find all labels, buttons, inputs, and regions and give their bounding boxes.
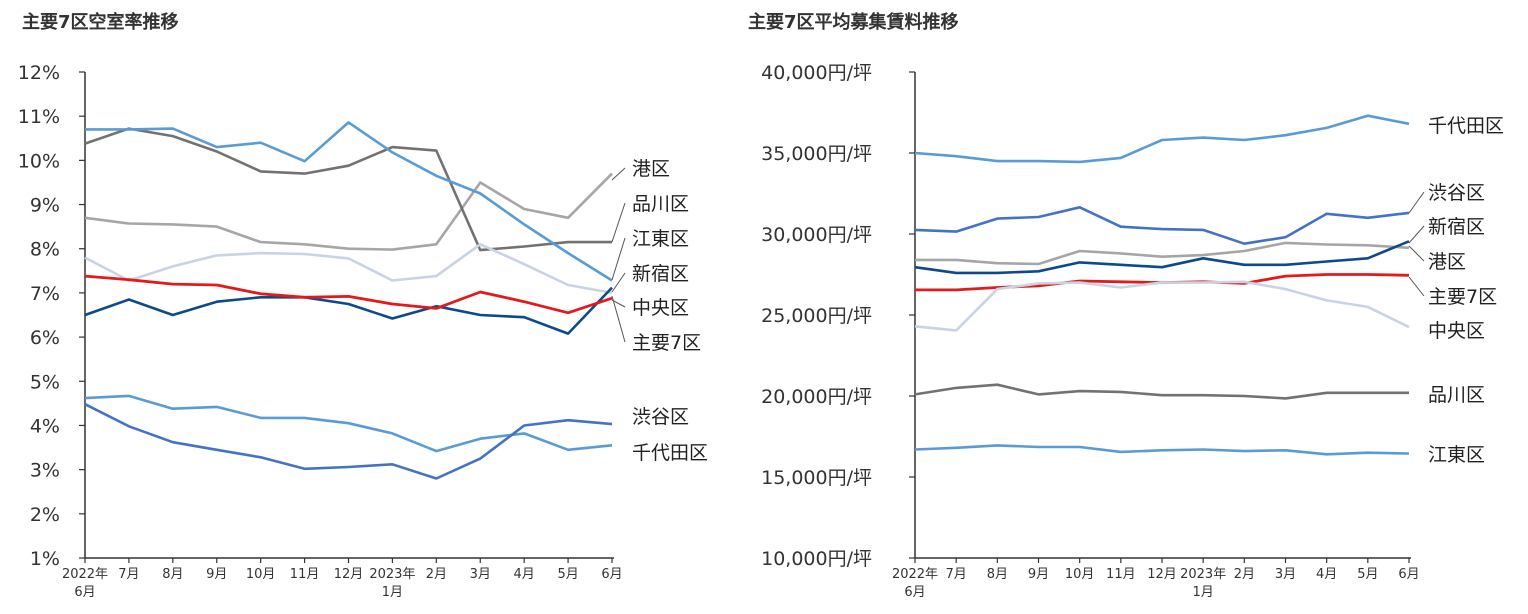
vacancy-y-tick-label: 4% <box>30 415 60 437</box>
rent-leader-line <box>1408 191 1425 214</box>
vacancy-y-tick-label: 6% <box>30 327 60 349</box>
vacancy-x-tick-label: 8月 <box>162 567 183 582</box>
rent-x-tick-label: 9月 <box>1028 567 1049 582</box>
rent-series-line-7 <box>914 444 1410 456</box>
rent-series-label: 千代田区 <box>1428 115 1504 137</box>
rent-series-line-5 <box>914 280 1410 332</box>
vacancy-y-tick-label: 12% <box>18 62 60 84</box>
rent-x-tick-label-line2: 6月 <box>904 585 925 600</box>
rent-y-tick-label: 30,000円/坪 <box>761 224 872 246</box>
vacancy-x-tick-label: 11月 <box>290 567 320 582</box>
vacancy-series-line-4 <box>84 286 613 335</box>
vacancy-x-tick-label: 2023年 <box>369 567 415 582</box>
rent-leader-line <box>1408 225 1425 244</box>
rent-leader-line <box>1408 245 1425 262</box>
rent-y-tick-label: 20,000円/坪 <box>761 386 872 408</box>
rent-x-tick-label: 4月 <box>1316 567 1337 582</box>
rent-series-label: 江東区 <box>1428 444 1485 466</box>
rent-leader-line <box>1408 276 1425 297</box>
rent-x-tick-label-line2: 1月 <box>1193 585 1214 600</box>
vacancy-x-tick-label: 4月 <box>514 567 535 582</box>
rent-series-label: 中央区 <box>1428 320 1485 342</box>
vacancy-y-tick-label: 2% <box>30 504 60 526</box>
rent-x-tick-label: 5月 <box>1357 567 1378 582</box>
rent-series-line-2 <box>915 241 1410 266</box>
vacancy-y-tick-label: 9% <box>30 195 60 217</box>
vacancy-series-line-2 <box>85 121 613 282</box>
vacancy-chart-title: 主要7区空室率推移 <box>22 12 179 33</box>
vacancy-series-line-1 <box>84 127 612 252</box>
vacancy-y-tick-label: 11% <box>18 106 60 128</box>
vacancy-x-tick-label-line2: 1月 <box>382 585 403 600</box>
rent-x-tick-label: 7月 <box>946 567 967 582</box>
rent-x-tick-label: 8月 <box>987 567 1008 582</box>
vacancy-series-line-5 <box>84 274 613 315</box>
rent-y-tick-label: 15,000円/坪 <box>761 467 872 489</box>
vacancy-leader-line <box>611 167 626 181</box>
vacancy-series-label: 品川区 <box>632 193 689 215</box>
vacancy-series-line-3 <box>84 243 613 295</box>
vacancy-series-line-6 <box>84 394 613 453</box>
rent-y-tick-label: 40,000円/坪 <box>761 62 872 84</box>
rent-x-tick-label: 2022年 <box>892 567 938 582</box>
rent-y-tick-label: 10,000円/坪 <box>761 548 872 570</box>
rent-series-line-1 <box>914 206 1410 245</box>
vacancy-series-label: 千代田区 <box>632 442 708 464</box>
vacancy-x-tick-label: 7月 <box>118 567 139 582</box>
vacancy-x-tick-label: 3月 <box>470 567 491 582</box>
rent-y-tick-label: 35,000円/坪 <box>761 143 872 165</box>
rent-x-tick-label: 11月 <box>1106 567 1136 582</box>
vacancy-x-tick-label: 2月 <box>426 567 447 582</box>
vacancy-x-tick-label: 6月 <box>601 567 622 582</box>
vacancy-x-tick-label: 5月 <box>557 567 578 582</box>
rent-series-label: 主要7区 <box>1428 286 1497 308</box>
vacancy-series-line-0 <box>84 172 613 251</box>
rent-x-tick-label: 2月 <box>1234 567 1255 582</box>
rent-series-label: 渋谷区 <box>1428 182 1485 204</box>
vacancy-y-tick-label: 3% <box>30 460 60 482</box>
vacancy-leader-line <box>611 237 626 281</box>
rent-x-tick-label: 12月 <box>1147 567 1177 582</box>
rent-x-tick-label: 6月 <box>1398 567 1419 582</box>
rent-y-tick-label: 25,000円/坪 <box>761 305 872 327</box>
vacancy-series-label: 新宿区 <box>632 263 689 285</box>
rent-series-label: 港区 <box>1428 251 1466 273</box>
vacancy-series-label: 中央区 <box>632 297 689 319</box>
vacancy-series-line-7 <box>84 403 613 480</box>
rent-series-label: 新宿区 <box>1428 216 1485 238</box>
rent-chart-title: 主要7区平均募集賃料推移 <box>748 12 959 33</box>
rent-series-line-0 <box>914 114 1410 164</box>
vacancy-leader-line <box>611 295 626 343</box>
vacancy-x-tick-label: 10月 <box>246 567 276 582</box>
vacancy-x-tick-label: 2022年 <box>62 567 108 582</box>
rent-series-line-3 <box>914 240 1410 275</box>
vacancy-y-tick-label: 7% <box>30 283 60 305</box>
vacancy-y-tick-label: 5% <box>30 371 60 393</box>
rent-x-tick-label: 10月 <box>1065 567 1095 582</box>
rent-x-tick-label: 3月 <box>1275 567 1296 582</box>
vacancy-series-label: 江東区 <box>632 228 689 250</box>
vacancy-series-label: 渋谷区 <box>632 406 689 428</box>
vacancy-leader-line <box>611 272 626 293</box>
vacancy-y-tick-label: 1% <box>30 548 60 570</box>
vacancy-x-tick-label: 12月 <box>334 567 364 582</box>
vacancy-leader-line <box>611 299 626 308</box>
vacancy-x-tick-label-line2: 6月 <box>74 585 95 600</box>
vacancy-leader-line <box>611 202 626 243</box>
vacancy-y-tick-label: 10% <box>18 150 60 172</box>
rent-series-line-6 <box>914 383 1409 400</box>
rent-series-label: 品川区 <box>1428 384 1485 406</box>
vacancy-y-tick-label: 8% <box>30 239 60 261</box>
vacancy-x-tick-label: 9月 <box>206 567 227 582</box>
rent-x-tick-label: 2023年 <box>1180 567 1226 582</box>
vacancy-series-label: 主要7区 <box>632 332 701 354</box>
vacancy-series-label: 港区 <box>632 158 670 180</box>
